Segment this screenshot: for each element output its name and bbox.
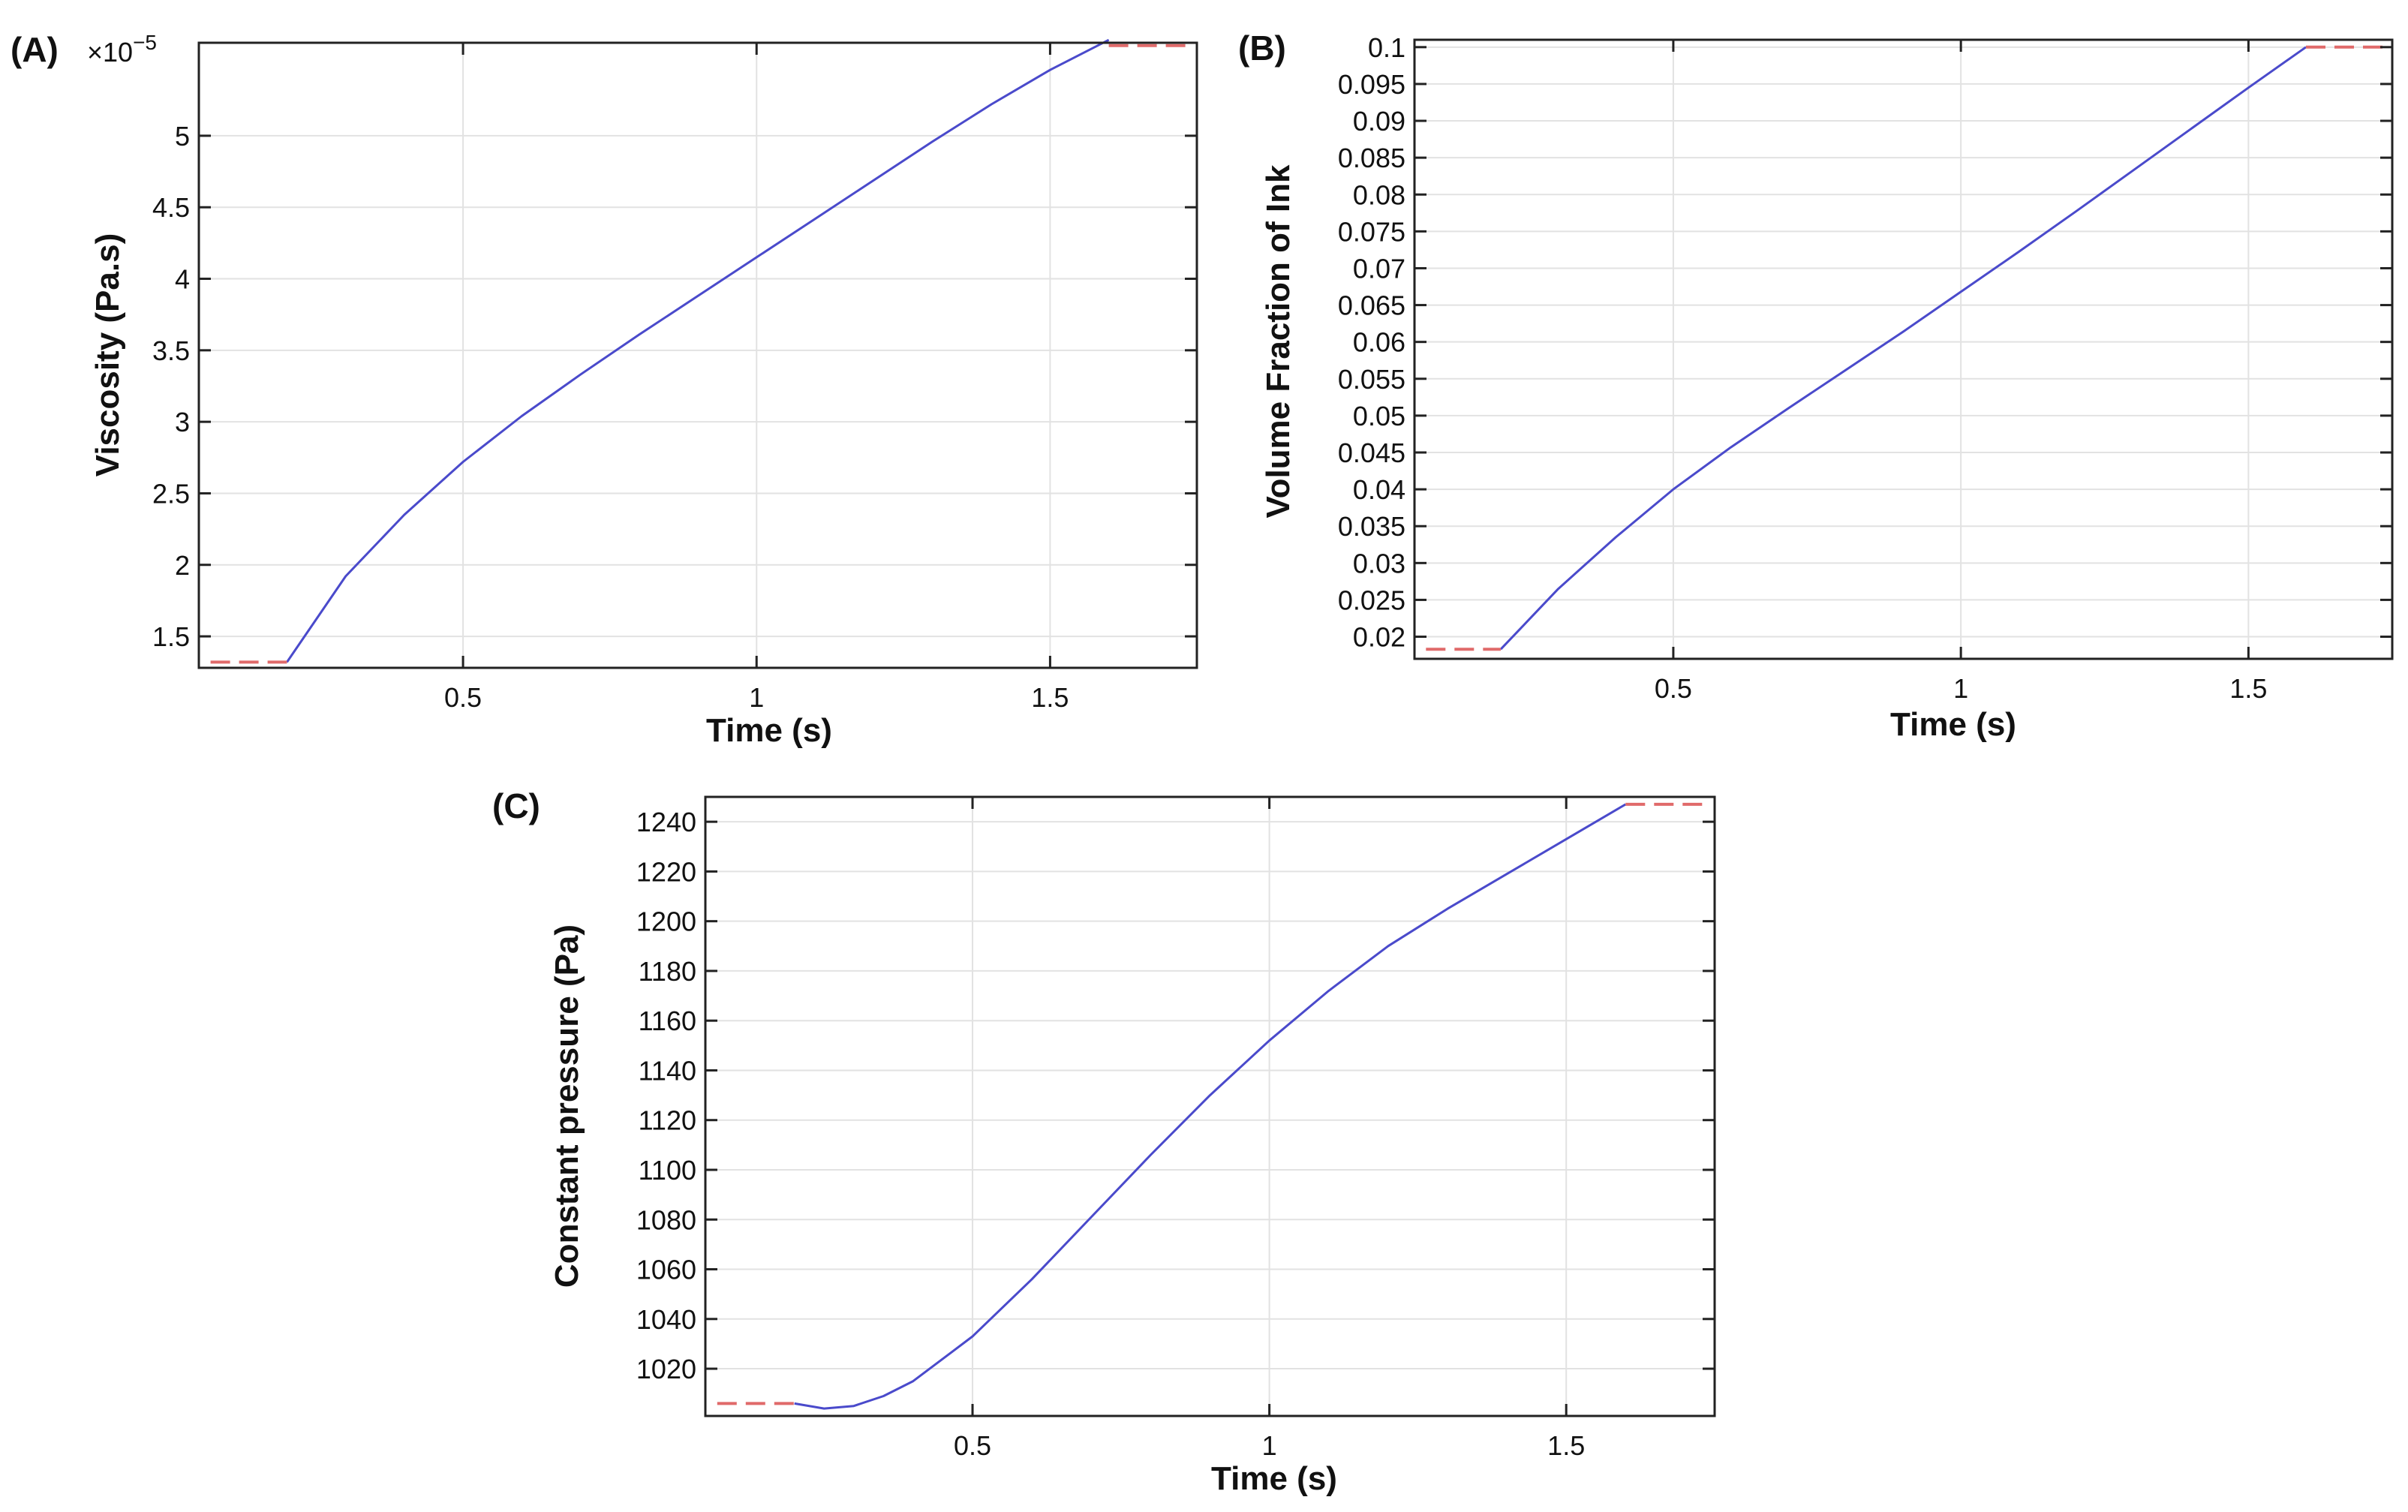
- panel-a-viscosity-chart: 0.5 1 1.5 1.5 2 2.5 3 3.5 4 4.5 5 (A) ×10−5 Time (s) V…: [11, 30, 1198, 749]
- panel-c-y-tick-label: 1220: [636, 856, 696, 887]
- panel-c-y-axis-title: Constant pressure (Pa): [549, 924, 585, 1288]
- panel-b-y-tick-label: 0.085: [1338, 143, 1405, 173]
- panel-c-y-tick-label: 1020: [636, 1354, 696, 1384]
- panel-b-label: (B): [1238, 29, 1286, 68]
- panel-c-y-tick-label: 1200: [636, 906, 696, 937]
- panel-b-y-tick-label: 0.05: [1353, 401, 1405, 431]
- panel-b-y-tick-label: 0.09: [1353, 106, 1405, 137]
- panel-c-y-tick-label: 1240: [636, 807, 696, 837]
- panel-b-volume-fraction-chart: 0.5 1 1.5 0.02 0.025 0.03 0.035 0.04 0.045 0.05 0.…: [1238, 29, 2394, 743]
- panel-a-solution-line: [286, 38, 1110, 663]
- panel-b-x-tick-label: 1.5: [2229, 673, 2267, 704]
- panel-c-label: (C): [492, 786, 540, 825]
- panel-a-plot-frame: [197, 41, 1198, 669]
- panel-a-y-tick-label: 4: [175, 264, 190, 295]
- panel-c-y-tick-label: 1100: [639, 1155, 696, 1186]
- panel-b-y-tick-label: 0.07: [1353, 253, 1405, 284]
- panel-a-y-tick-label: 4.5: [152, 192, 190, 223]
- panel-c-x-tick-label: 1: [1262, 1430, 1277, 1461]
- panel-b-y-tick-label: 0.1: [1368, 32, 1405, 63]
- panel-b-solution-line: [1499, 46, 2307, 651]
- panel-c-pressure-chart: 0.5 1 1.5 1020 1040 1060 1080 1100 1120 1140 1160 1…: [492, 786, 1716, 1497]
- panel-b-y-tick-label: 0.025: [1338, 585, 1405, 615]
- panel-c-solution-line: [794, 803, 1627, 1410]
- panel-b-plot-frame: [1413, 38, 2394, 660]
- panel-a-y-tick-label: 1.5: [152, 621, 190, 652]
- panel-a-y-axis-title: Viscosity (Pa.s): [89, 233, 126, 476]
- panel-a-x-tick-label: 0.5: [444, 682, 482, 713]
- panel-a-y-tick-label: 5: [175, 121, 190, 152]
- panel-a-y-tick-label: 2.5: [152, 478, 190, 509]
- panel-a-y-tick-label: 3: [175, 407, 190, 437]
- panel-c-y-tick-label: 1060: [636, 1255, 696, 1285]
- panel-c-y-tick-label: 1080: [636, 1204, 696, 1235]
- panel-a-y-multiplier: ×10−5: [87, 31, 157, 68]
- panel-b-y-tick-label: 0.03: [1353, 548, 1405, 579]
- panel-b-y-tick-label: 0.06: [1353, 327, 1405, 358]
- panel-b-y-tick-label: 0.055: [1338, 364, 1405, 395]
- panel-c-y-tick-label: 1160: [639, 1005, 696, 1036]
- panel-b-y-axis-title: Volume Fraction of Ink: [1260, 164, 1297, 519]
- panel-b-x-axis-title: Time (s): [1890, 706, 2016, 743]
- panel-b-x-tick-label: 1: [1953, 673, 1968, 704]
- panel-b-y-tick-label: 0.045: [1338, 437, 1405, 468]
- panel-b-y-tick-label: 0.04: [1353, 474, 1405, 505]
- panel-c-plot-frame: [704, 795, 1716, 1417]
- panel-b-y-tick-label: 0.035: [1338, 511, 1405, 542]
- panel-a-x-axis-title: Time (s): [706, 712, 832, 749]
- panel-c-x-tick-label: 1.5: [1547, 1430, 1585, 1461]
- panel-c-y-tick-label: 1120: [639, 1105, 696, 1136]
- panel-c-y-tick-label: 1140: [639, 1055, 696, 1086]
- panel-a-x-tick-label: 1: [749, 682, 764, 713]
- panel-a-y-tick-label: 3.5: [152, 335, 190, 366]
- panel-b-x-tick-label: 0.5: [1655, 673, 1692, 704]
- panel-c-y-tick-label: 1180: [639, 956, 696, 987]
- panel-b-y-tick-label: 0.08: [1353, 179, 1405, 210]
- panel-b-y-tick-label: 0.095: [1338, 69, 1405, 100]
- panel-b-y-tick-label: 0.065: [1338, 290, 1405, 321]
- panel-b-y-tick-label: 0.075: [1338, 216, 1405, 247]
- panel-a-label: (A): [11, 30, 59, 69]
- panel-c-x-axis-title: Time (s): [1211, 1460, 1337, 1497]
- panel-a-y-tick-label: 2: [175, 550, 190, 581]
- panel-c-x-tick-label: 0.5: [954, 1430, 991, 1461]
- panel-b-y-tick-label: 0.02: [1353, 622, 1405, 653]
- panel-c-y-tick-label: 1040: [636, 1304, 696, 1335]
- panel-a-x-tick-label: 1.5: [1031, 682, 1069, 713]
